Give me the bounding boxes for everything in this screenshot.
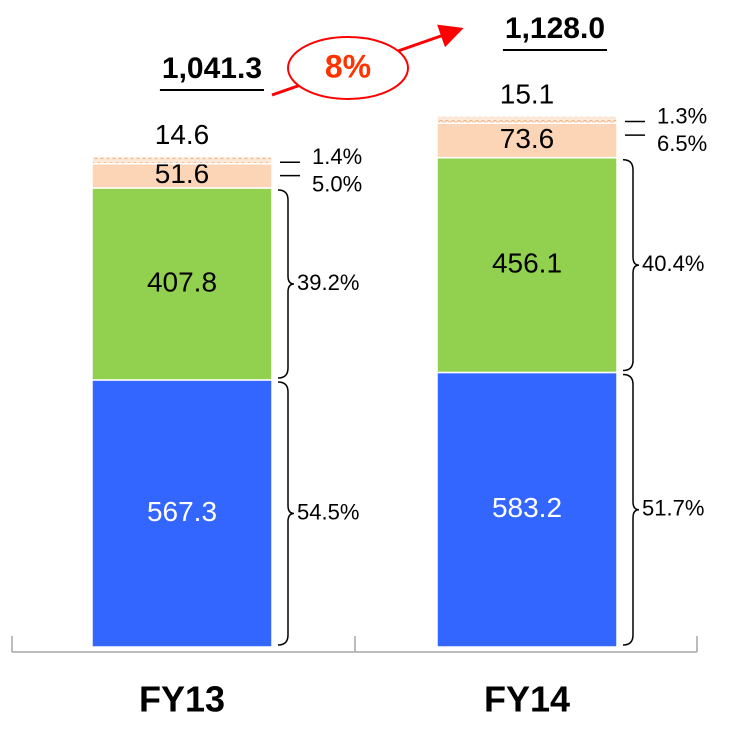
share-label: 39.2% <box>297 270 359 295</box>
share-label: 40.4% <box>642 251 704 276</box>
growth-label: 8% <box>325 48 371 84</box>
bar-segment <box>436 371 618 648</box>
share-label: 1.3% <box>657 103 707 128</box>
growth-ellipse <box>287 36 409 100</box>
x-tick-label: FY14 <box>484 679 570 720</box>
total-label: 1,041.3 <box>162 52 262 85</box>
value-label: 583.2 <box>492 492 562 523</box>
bar-segment <box>91 379 273 648</box>
bar-segment <box>91 187 273 381</box>
bar-segment <box>436 122 618 159</box>
axis <box>11 636 698 653</box>
x-tick-label: FY13 <box>139 679 225 720</box>
bar-segment <box>436 115 618 124</box>
brace <box>277 189 295 379</box>
share-label: 51.7% <box>642 496 704 521</box>
share-label: 6.5% <box>657 131 707 156</box>
total-label: 1,128.0 <box>505 12 605 45</box>
bar-segment <box>436 157 618 374</box>
value-label: 73.6 <box>500 123 555 154</box>
share-label: 54.5% <box>297 499 359 524</box>
bar-segment <box>91 156 273 165</box>
value-label: 14.6 <box>155 119 210 150</box>
value-label: 567.3 <box>147 496 217 527</box>
value-label: 456.1 <box>492 247 562 278</box>
value-label: 15.1 <box>500 78 555 109</box>
brace <box>622 373 640 646</box>
brace <box>622 159 640 372</box>
share-label: 5.0% <box>312 171 362 196</box>
brace <box>277 381 295 646</box>
value-label: 407.8 <box>147 266 217 297</box>
share-label: 1.4% <box>312 144 362 169</box>
